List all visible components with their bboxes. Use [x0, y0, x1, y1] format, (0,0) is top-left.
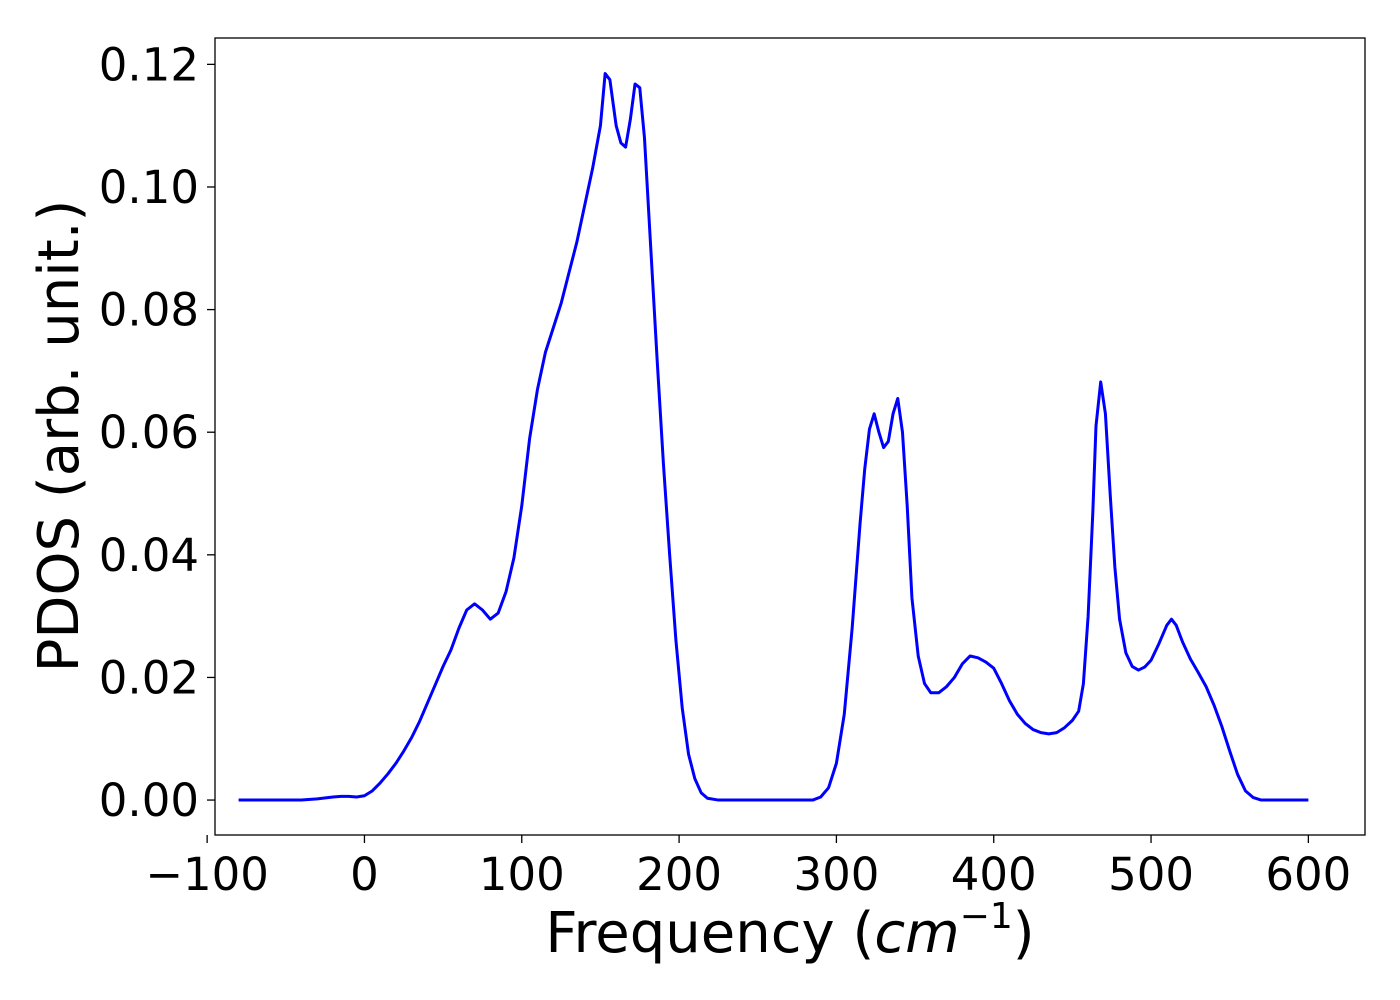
y-tick-label: 0.10 — [99, 161, 199, 214]
x-tick-label: 400 — [951, 848, 1037, 901]
x-tick-label: 600 — [1265, 848, 1351, 901]
y-tick-label: 0.12 — [99, 38, 199, 91]
x-tick-label: 300 — [793, 848, 879, 901]
y-axis-title: PDOS (arb. unit.) — [27, 200, 92, 673]
x-axis: −100 0 100 200 300 400 500 600 — [145, 835, 1351, 901]
series-layer — [238, 72, 1309, 802]
y-tick-label: 0.04 — [99, 529, 199, 582]
x-tick-label: 100 — [479, 848, 565, 901]
y-tick-label: 0.06 — [99, 406, 199, 459]
plot-frame — [214, 37, 1366, 836]
x-axis-title: Frequency (cm−1) — [545, 896, 1034, 966]
y-tick-label: 0.08 — [99, 284, 199, 337]
x-tick-label: −100 — [145, 848, 269, 901]
pdos-series-line — [238, 72, 1309, 802]
y-axis: 0.00 0.02 0.04 0.06 0.08 0.10 0.12 — [99, 38, 215, 827]
x-tick-label: 0 — [350, 848, 379, 901]
x-tick-label: 200 — [636, 848, 722, 901]
x-tick-label: 500 — [1108, 848, 1194, 901]
y-tick-label: 0.00 — [99, 774, 199, 827]
y-tick-label: 0.02 — [99, 651, 199, 704]
